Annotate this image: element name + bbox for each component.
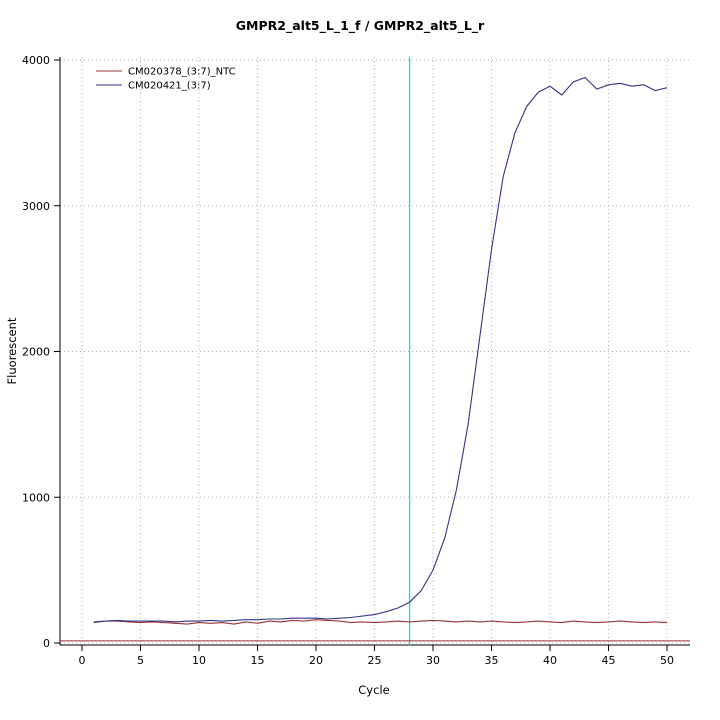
x-tick-label: 30 <box>426 654 440 667</box>
x-tick-label: 50 <box>660 654 674 667</box>
data-series <box>93 76 668 625</box>
x-tick-label: 10 <box>192 654 206 667</box>
x-tick-label: 45 <box>602 654 616 667</box>
x-axis-label: Cycle <box>358 683 389 697</box>
series-line-sample <box>93 76 668 623</box>
tick-marks-and-labels: 0 1000 2000 3000 4000 0 5 10 15 20 25 30 35 40 45 50 <box>22 54 674 667</box>
y-tick-label: 4000 <box>22 54 50 67</box>
y-tick-label: 1000 <box>22 491 50 504</box>
legend-item-label: CM020378_(3:7)_NTC <box>128 67 236 78</box>
x-tick-label: 40 <box>543 654 557 667</box>
gridlines <box>60 57 690 645</box>
reference-lines <box>60 57 690 645</box>
x-tick-label: 35 <box>485 654 499 667</box>
x-tick-label: 25 <box>368 654 382 667</box>
y-tick-label: 2000 <box>22 346 50 359</box>
y-tick-label: 3000 <box>22 200 50 213</box>
series-line-ntc <box>93 619 668 625</box>
x-tick-label: 15 <box>251 654 265 667</box>
legend-item-label: CM020421_(3:7) <box>128 81 211 92</box>
legend: CM020378_(3:7)_NTC CM020421_(3:7) <box>96 67 236 92</box>
y-tick-label: 0 <box>43 637 50 650</box>
x-tick-label: 5 <box>137 654 144 667</box>
x-tick-label: 0 <box>79 654 86 667</box>
y-axis-label: Fluorescent <box>5 317 19 384</box>
chart-title: GMPR2_alt5_L_1_f / GMPR2_alt5_L_r <box>236 18 485 34</box>
x-tick-label: 20 <box>309 654 323 667</box>
